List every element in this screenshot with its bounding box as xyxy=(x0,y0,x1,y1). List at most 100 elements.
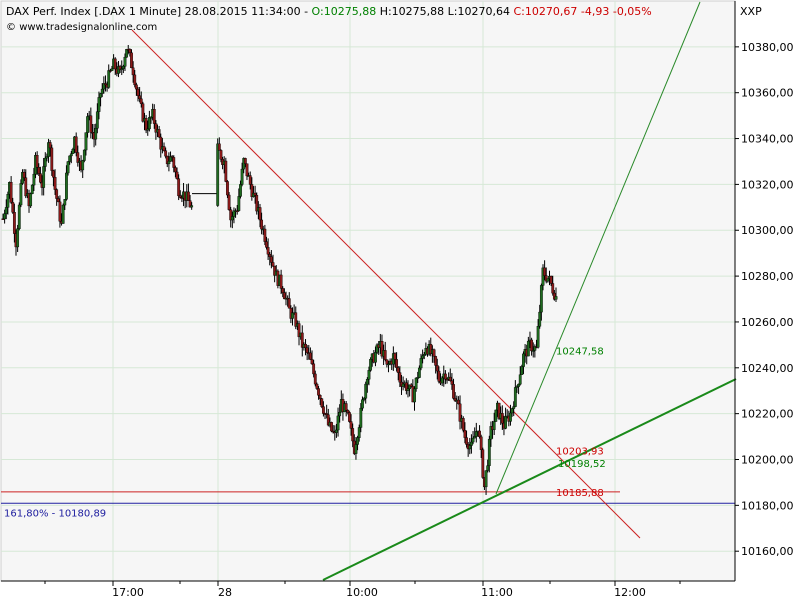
candle-body xyxy=(104,83,107,86)
candle-body xyxy=(471,437,475,443)
candle-body xyxy=(374,352,377,363)
candle-body xyxy=(81,160,85,171)
candle-body xyxy=(486,465,490,471)
candle-body xyxy=(164,150,168,157)
grid-layer xyxy=(1,1,735,581)
candle-body xyxy=(349,421,353,429)
candle-body xyxy=(383,350,387,360)
candle-body xyxy=(338,412,342,417)
candle-body xyxy=(367,370,371,380)
candles-layer xyxy=(1,44,558,495)
candle-body xyxy=(279,274,283,289)
candle-body xyxy=(37,167,41,174)
candle-body xyxy=(45,156,49,159)
candle-body xyxy=(253,192,257,196)
uptrend-steep-line xyxy=(495,1,701,495)
candle-body xyxy=(61,204,65,224)
candle-body xyxy=(448,376,452,381)
candle-body xyxy=(22,172,26,178)
candle-body xyxy=(141,103,145,122)
candle-body xyxy=(543,267,547,276)
line-value-label-1: 10247,58 xyxy=(556,346,604,357)
candle-body xyxy=(393,353,397,360)
candle-body xyxy=(110,68,114,71)
candle-body xyxy=(68,155,72,162)
candle-body xyxy=(190,205,194,208)
candle-body xyxy=(361,399,364,409)
y-tick-label: 10360,00 xyxy=(741,87,794,100)
candle-body xyxy=(554,296,558,300)
candle-body xyxy=(69,153,73,157)
candle-body xyxy=(458,403,462,422)
candle-body xyxy=(266,247,270,255)
candle-body xyxy=(398,372,402,383)
uptrend-shallow-line xyxy=(322,378,737,581)
candle-body xyxy=(243,158,247,164)
candle-body xyxy=(269,256,273,263)
candle-body xyxy=(320,398,324,407)
y-tick-label: 10160,00 xyxy=(741,545,794,558)
candle-body xyxy=(16,228,20,248)
x-tick-label: 12:00 xyxy=(614,586,646,599)
candle-body xyxy=(312,363,316,375)
candle-body xyxy=(419,358,423,369)
candle-body xyxy=(133,74,137,86)
candle-body xyxy=(478,430,481,438)
candle-body xyxy=(354,444,358,454)
y-tick-label: 10220,00 xyxy=(741,408,794,421)
candle-body xyxy=(539,285,543,313)
candle-body xyxy=(322,406,325,414)
plot-background xyxy=(0,0,736,582)
header-website[interactable]: © www.tradesignalonline.com xyxy=(6,22,157,33)
candle-body xyxy=(152,109,156,124)
candle-body xyxy=(130,52,133,69)
candle-body xyxy=(128,49,132,54)
y-tick-label: 10240,00 xyxy=(741,362,794,375)
candle-body xyxy=(513,387,517,407)
candle-body xyxy=(240,168,244,185)
candle-body xyxy=(417,367,421,378)
candle-body xyxy=(468,445,472,450)
candle-body xyxy=(9,182,13,203)
candle-body xyxy=(216,143,220,206)
candle-body xyxy=(510,408,514,414)
candle-body xyxy=(239,184,242,197)
candle-body xyxy=(356,437,359,445)
candle-body xyxy=(287,298,291,309)
candle-body xyxy=(121,66,125,69)
candle-body xyxy=(315,383,319,389)
candle-body xyxy=(138,95,142,100)
candle-body xyxy=(74,136,78,153)
candle-body xyxy=(444,373,447,380)
candle-body xyxy=(219,150,223,160)
candle-body xyxy=(530,339,534,352)
header-low: L:10270,64 xyxy=(448,5,510,18)
candle-body xyxy=(538,311,542,327)
candle-body xyxy=(369,359,372,371)
candle-body xyxy=(463,430,467,438)
chart-header: DAX Perf. Index [.DAX 1 Minute] 28.08.20… xyxy=(6,5,652,18)
candle-body xyxy=(457,399,460,405)
candle-body xyxy=(544,275,548,282)
candle-body xyxy=(484,470,488,488)
candle-body xyxy=(414,377,418,390)
candle-body xyxy=(317,388,320,396)
candle-body xyxy=(385,359,389,365)
levels-layer: 161,80% - 10180,89 xyxy=(1,491,735,519)
x-tick-label: 28 xyxy=(218,586,232,599)
y-tick-label: 10320,00 xyxy=(741,178,794,191)
candle-body xyxy=(52,170,55,178)
candle-body xyxy=(500,413,504,424)
candle-body xyxy=(300,332,304,348)
candle-body xyxy=(134,84,138,90)
candle-body xyxy=(492,421,496,430)
candle-body xyxy=(187,191,190,201)
candle-body xyxy=(409,384,413,387)
candle-body xyxy=(309,352,312,360)
candle-body xyxy=(268,254,272,257)
candle-body xyxy=(172,157,176,168)
candle-body xyxy=(175,171,179,179)
header-change-pct: -0,05% xyxy=(613,5,652,18)
candle-body xyxy=(217,143,221,151)
